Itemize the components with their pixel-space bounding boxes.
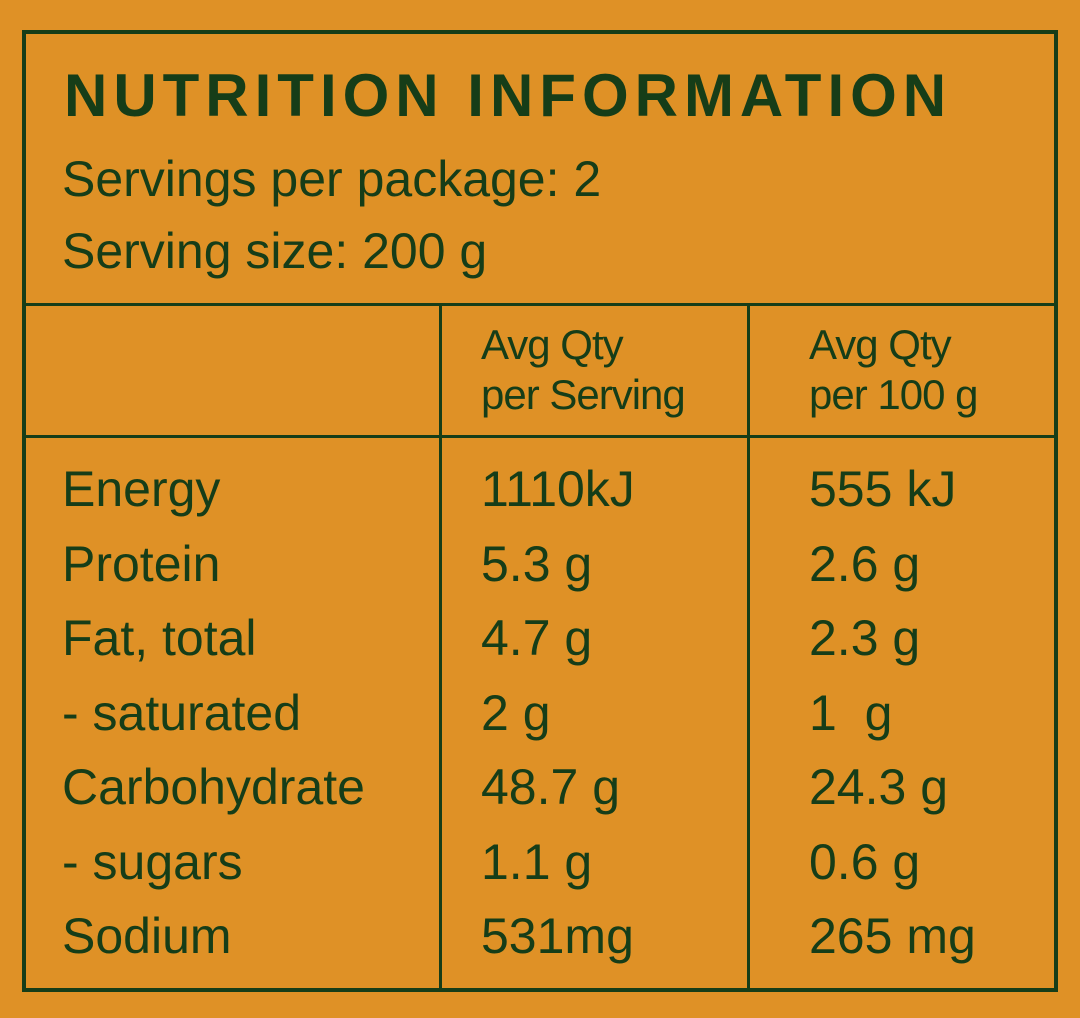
per-100g-value: 0.6 g: [809, 833, 921, 890]
column-header-per-serving: Avg Qty per Serving: [481, 320, 686, 420]
nutrition-panel: NUTRITION INFORMATION Servings per packa…: [22, 30, 1058, 992]
table-row: Energy 1110kJ 555 kJ: [26, 452, 1054, 527]
per-serving-value: 531mg: [481, 908, 634, 964]
nutrient-name: - sugars: [62, 833, 243, 890]
per-100g-value: 1 g: [809, 684, 893, 741]
serving-size: Serving size: 200 g: [62, 223, 488, 279]
table-row: Sodium 531mg 265 mg: [26, 899, 1054, 974]
nutrient-name: Carbohydrate: [62, 759, 365, 815]
column-header-line: per Serving: [481, 371, 686, 418]
column-divider-1: [439, 306, 442, 988]
per-serving-value: 5.3 g: [481, 535, 593, 592]
nutrient-name: Sodium: [62, 908, 232, 964]
servings-per-package: Servings per package: 2: [62, 151, 602, 207]
per-serving-value: 4.7 g: [481, 610, 593, 666]
per-100g-value: 555 kJ: [809, 461, 957, 517]
nutrient-table: Energy 1110kJ 555 kJ Protein 5.3 g 2.6 g…: [26, 452, 1054, 974]
nutrient-name: Fat, total: [62, 610, 257, 666]
column-header-line: Avg Qty: [809, 321, 952, 368]
column-divider-2: [747, 306, 750, 988]
column-header-line: per 100 g: [809, 371, 978, 418]
panel-title: NUTRITION INFORMATION: [64, 62, 953, 129]
per-100g-value: 265 mg: [809, 908, 976, 964]
per-serving-value: 1110kJ: [481, 461, 635, 517]
per-100g-value: 2.3 g: [809, 610, 921, 666]
column-header-divider: [26, 435, 1054, 438]
table-row: Protein 5.3 g 2.6 g: [26, 527, 1054, 602]
per-serving-value: 1.1 g: [481, 833, 593, 890]
nutrient-name: Energy: [62, 461, 221, 517]
per-100g-value: 24.3 g: [809, 759, 949, 815]
per-100g-value: 2.6 g: [809, 535, 921, 592]
header-divider: [26, 303, 1054, 306]
table-row: Carbohydrate 48.7 g 24.3 g: [26, 750, 1054, 825]
nutrient-name: Protein: [62, 535, 221, 592]
table-row: Fat, total 4.7 g 2.3 g: [26, 601, 1054, 676]
per-serving-value: 48.7 g: [481, 759, 621, 815]
table-row: - saturated 2 g 1 g: [26, 676, 1054, 751]
table-row: - sugars 1.1 g 0.6 g: [26, 825, 1054, 900]
per-serving-value: 2 g: [481, 684, 551, 741]
nutrient-name: - saturated: [62, 684, 302, 741]
column-header-line: Avg Qty: [481, 321, 624, 368]
column-header-per-100g: Avg Qty per 100 g: [809, 320, 978, 420]
